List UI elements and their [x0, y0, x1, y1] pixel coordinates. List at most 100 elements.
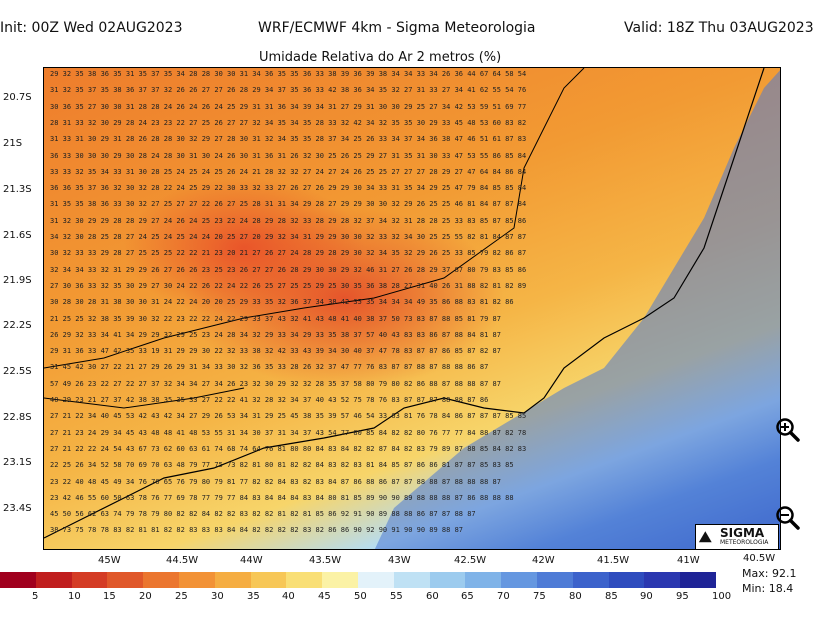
- lat-label: 21.6S: [3, 230, 32, 241]
- colorbar-label: 15: [103, 591, 116, 602]
- sea-area: [374, 70, 780, 549]
- valid-time-label: Valid: 18Z Thu 03AUG2023: [624, 20, 814, 36]
- colorbar-label: 20: [139, 591, 152, 602]
- colorbar-label: 60: [426, 591, 439, 602]
- min-value-label: Min: 18.4: [742, 582, 794, 595]
- state-border: [44, 68, 585, 369]
- colorbar-segment: [107, 572, 144, 588]
- colorbar-segment: [465, 572, 502, 588]
- colorbar-label: 30: [211, 591, 224, 602]
- grid-row: 36 33 30 30 30 29 30 28 24 28 30 31 30 2…: [50, 151, 527, 160]
- colorbar-label: 10: [68, 591, 81, 602]
- humidity-map: 29 32 35 38 36 35 31 35 37 35 34 28 28 3…: [43, 67, 781, 550]
- max-value-label: Max: 92.1: [742, 567, 797, 580]
- init-time-label: Init: 00Z Wed 02AUG2023: [0, 20, 183, 36]
- colorbar-label: 90: [640, 591, 653, 602]
- lat-label: 23.1S: [3, 457, 32, 468]
- grid-row: 38 73 75 78 78 83 82 81 81 82 82 83 83 8…: [50, 526, 464, 535]
- logo-name: SIGMA: [720, 526, 765, 540]
- colorbar-label: 55: [390, 591, 403, 602]
- colorbar-label: 25: [175, 591, 188, 602]
- coastline: [44, 68, 765, 539]
- grid-row: 31 32 30 29 29 28 28 29 27 24 26 24 25 2…: [50, 216, 527, 225]
- grid-row: 29 32 35 38 36 35 31 35 37 35 34 28 28 3…: [50, 70, 527, 78]
- colorbar-segment: [0, 572, 36, 588]
- colorbar-segment: [501, 572, 537, 588]
- lon-label: 43.5W: [309, 555, 342, 566]
- lon-label: 43W: [388, 555, 411, 566]
- colorbar-label: 40: [282, 591, 295, 602]
- grid-row: 31 35 35 38 36 33 30 32 27 25 27 27 22 2…: [50, 200, 527, 209]
- lat-label: 22.8S: [3, 412, 32, 423]
- colorbar-segment: [322, 572, 358, 588]
- colorbar-segment: [644, 572, 681, 588]
- grid-row: 40 29 23 21 27 37 42 38 38 35 35 33 27 2…: [50, 396, 489, 404]
- state-border-2: [44, 387, 245, 409]
- sigma-logo: ⛰ SIGMA METEOROLOGIA: [695, 524, 779, 550]
- colorbar-label: 5: [32, 591, 39, 602]
- colorbar-label: 70: [497, 591, 510, 602]
- colorbar-segment: [35, 572, 72, 588]
- colorbar-label: 50: [354, 591, 367, 602]
- grid-row: 22 25 26 34 52 58 70 69 70 63 48 79 77 7…: [50, 461, 514, 470]
- grid-row: 33 33 32 35 34 33 31 30 28 25 24 25 24 2…: [50, 167, 527, 176]
- lat-label: 22.5S: [3, 366, 32, 377]
- lat-label: 22.2S: [3, 320, 32, 331]
- colorbar-segment: [250, 572, 287, 588]
- grid-row: 26 29 32 33 34 41 34 29 29 32 29 25 23 2…: [50, 330, 501, 339]
- lon-label: 42.5W: [454, 555, 487, 566]
- colorbar-segment: [286, 572, 323, 588]
- logo-subtitle: METEOROLOGIA: [720, 539, 769, 546]
- colorbar-label: 75: [533, 591, 546, 602]
- lat-label: 23.4S: [3, 503, 32, 514]
- colorbar-segment: [608, 572, 645, 588]
- lon-label: 44W: [240, 555, 263, 566]
- zoom-in-icon[interactable]: [775, 417, 801, 443]
- grid-row: 27 21 22 34 40 45 53 42 43 42 34 27 29 2…: [50, 412, 527, 421]
- colorbar-segment: [71, 572, 108, 588]
- lat-label: 20.7S: [3, 92, 32, 103]
- colorbar-label: 100: [712, 591, 732, 602]
- colorbar-segment: [393, 572, 430, 588]
- lon-label-last: 40.5W: [743, 553, 776, 564]
- zoom-out-icon[interactable]: [775, 505, 801, 531]
- grid-row: 27 21 22 22 24 54 43 67 73 62 60 63 61 7…: [50, 444, 527, 453]
- lon-label: 44.5W: [166, 555, 199, 566]
- grid-row: 45 50 56 62 63 74 79 78 79 80 82 82 84 8…: [50, 510, 476, 519]
- sigma-mark-icon: ⛰: [699, 528, 712, 546]
- grid-row: 29 31 36 33 47 42 35 33 19 31 29 29 30 2…: [50, 347, 501, 356]
- grid-row: 23 42 46 55 60 50 63 78 76 77 69 78 77 7…: [50, 493, 514, 502]
- colorbar-segment: [357, 572, 394, 588]
- colorbar: [0, 572, 716, 588]
- grid-row: 30 32 33 33 29 28 27 25 25 25 22 22 21 2…: [50, 249, 527, 258]
- colorbar-segment: [536, 572, 573, 588]
- colorbar-label: 65: [461, 591, 474, 602]
- colorbar-label: 95: [676, 591, 689, 602]
- colorbar-segment: [680, 572, 716, 588]
- grid-row: 36 36 35 37 36 32 30 32 28 22 24 25 29 2…: [50, 184, 527, 193]
- grid-row: 21 25 25 32 38 35 39 30 32 22 23 22 22 2…: [50, 314, 501, 323]
- colorbar-label: 35: [247, 591, 260, 602]
- colorbar-segment: [178, 572, 215, 588]
- grid-row: 27 30 36 33 32 35 30 29 27 30 24 22 26 2…: [50, 281, 527, 290]
- grid-row: 30 36 35 27 30 30 31 28 28 24 26 24 26 2…: [50, 102, 527, 111]
- model-title: WRF/ECMWF 4km - Sigma Meteorologia: [258, 20, 536, 36]
- grid-row: 34 32 30 28 25 28 27 24 25 24 25 24 24 2…: [50, 233, 527, 241]
- grid-row: 28 31 33 32 30 29 28 24 23 23 22 27 25 2…: [50, 118, 527, 127]
- colorbar-segment: [429, 572, 466, 588]
- colorbar-segment: [572, 572, 609, 588]
- lon-label: 42W: [532, 555, 555, 566]
- grid-row: 30 28 30 28 31 38 30 30 31 24 22 24 20 2…: [50, 298, 514, 307]
- grid-row: 32 34 34 33 32 31 29 29 26 27 26 26 23 2…: [50, 265, 527, 274]
- lon-label: 41.5W: [597, 555, 630, 566]
- colorbar-label: 45: [318, 591, 331, 602]
- map-title: Umidade Relativa do Ar 2 metros (%): [259, 50, 502, 65]
- lat-label: 21.9S: [3, 275, 32, 286]
- grid-row: 23 22 40 48 45 49 34 76 70 65 76 79 80 7…: [50, 477, 501, 486]
- colorbar-segment: [214, 572, 251, 588]
- lon-label: 45W: [98, 555, 121, 566]
- colorbar-label: 80: [569, 591, 582, 602]
- grid-row: 27 21 23 24 29 34 45 43 48 48 41 48 53 5…: [50, 428, 527, 437]
- coastline-layer: [44, 68, 780, 549]
- grid-row: 31 32 35 37 35 38 36 37 37 32 26 26 27 2…: [50, 86, 527, 95]
